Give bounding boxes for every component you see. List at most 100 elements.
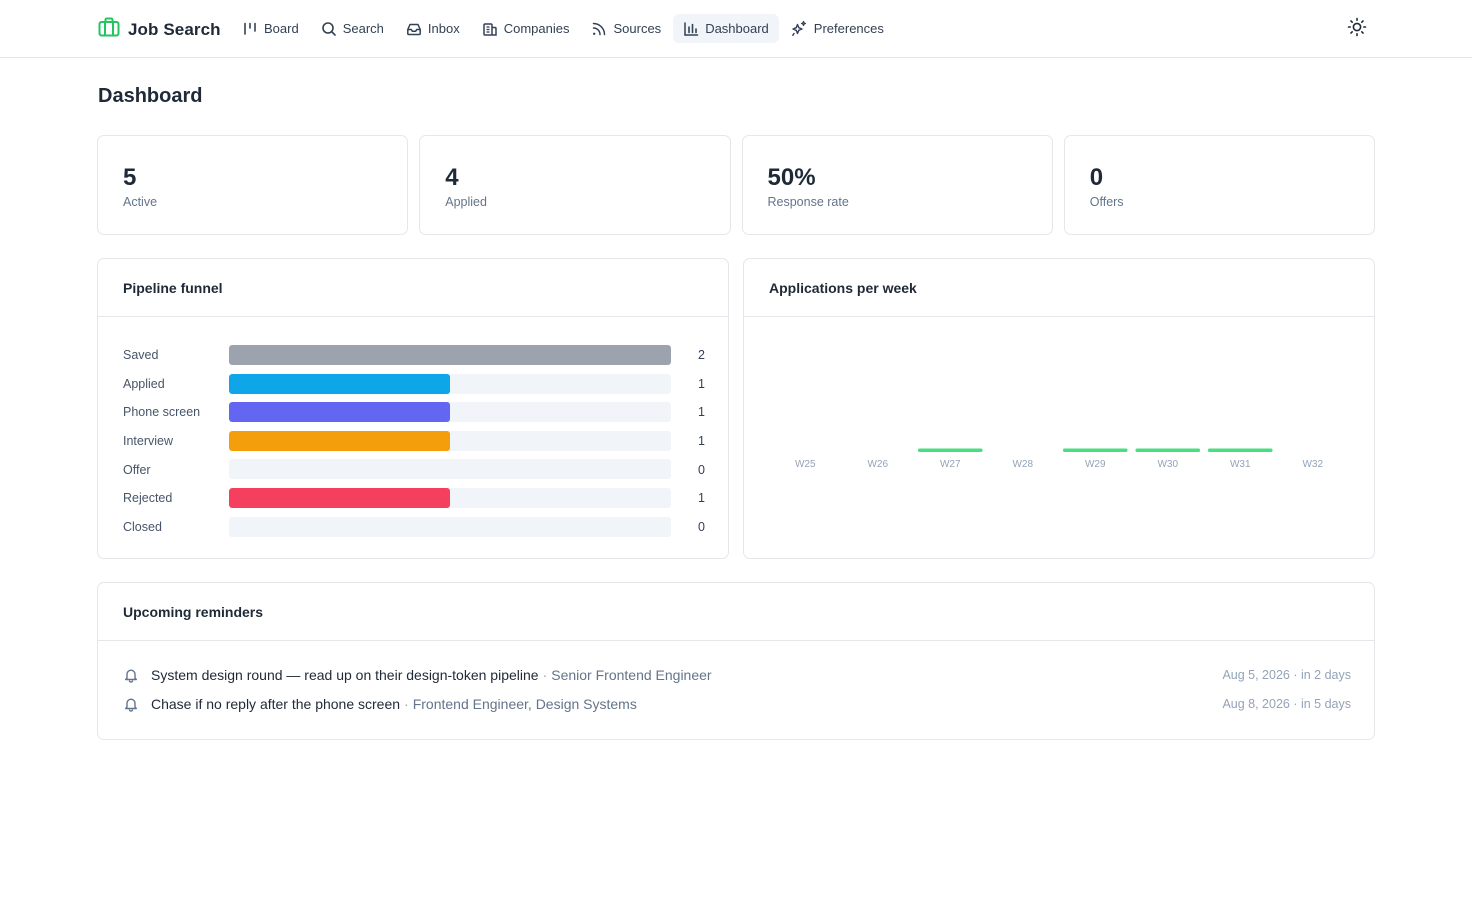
funnel-count: 0 [698,462,705,477]
main-nav: Board Search Inbox Companies Sources Das… [232,14,894,43]
funnel-bar [229,402,450,423]
funnel-bar [229,373,450,394]
funnel-stage-label: Closed [123,519,162,534]
funnel-row: Offer 0 [123,455,705,484]
search-icon [321,21,337,37]
nav-sources-label: Sources [613,21,662,36]
reminder-item[interactable]: System design round — read up on their d… [123,661,1351,690]
reminder-text: System design round — read up on their d… [151,667,539,684]
funnel-count: 2 [698,348,705,363]
funnel-stage-label: Offer [123,462,151,477]
funnel-row: Rejected 1 [123,484,705,513]
funnel-bar [229,345,671,365]
reminder-due: Aug 5, 2026 · in 2 days [1222,668,1351,683]
bell-icon [123,696,151,712]
bell-icon [123,667,151,684]
nav-search[interactable]: Search [311,14,394,43]
funnel-row: Applied 1 [123,370,705,399]
stat-label: Active [123,195,158,209]
funnel-bar-track [229,459,671,480]
nav-preferences[interactable]: Preferences [781,14,894,43]
week-tick-label: W27 [940,459,961,470]
applications-per-week-panel: Applications per week W25 W26 W27 W28 W29 W30… [743,258,1375,559]
inbox-icon [406,21,422,37]
funnel-count: 1 [698,434,705,449]
panel-title: Applications per week [744,259,1374,317]
funnel-stage-label: Applied [123,376,165,391]
funnel-stage-label: Phone screen [123,405,201,420]
week-tick-label: W30 [1157,459,1178,470]
week-tick-label: W32 [1302,459,1323,470]
nav-companies[interactable]: Companies [472,14,580,43]
nav-inbox-label: Inbox [427,21,460,36]
week-tick-label: W29 [1085,459,1106,470]
nav-dashboard-label: Dashboard [705,21,769,36]
reminder-job: Frontend Engineer, Design Systems [412,695,637,712]
nav-inbox[interactable]: Inbox [396,14,470,43]
separator: · [404,695,409,712]
funnel-bar-track [229,487,671,508]
week-bar [1063,448,1128,452]
stat-value: 0 [1089,164,1104,191]
funnel-bar-track [229,402,671,423]
stat-card-active: 5 Active [97,135,409,235]
nav-search-label: Search [342,21,384,36]
reminder-item[interactable]: Chase if no reply after the phone screen… [123,690,1351,719]
nav-board-label: Board [264,21,299,36]
stat-value: 4 [445,164,459,191]
stat-label: Offers [1089,195,1124,209]
top-navigation-bar: Job Search Board Search Inbox Companies … [0,0,1472,58]
page-title: Dashboard [98,85,203,107]
funnel-count: 1 [698,376,705,391]
app-title: Job Search [128,19,221,39]
separator: · [542,667,548,684]
reminder-text: Chase if no reply after the phone screen [151,695,401,712]
sparkles-icon [791,20,808,37]
reminder-job: Senior Frontend Engineer [551,667,712,684]
funnel-row: Phone screen 1 [123,398,705,427]
board-icon [242,21,258,37]
stat-value: 50% [767,164,816,191]
funnel-bar [229,430,450,451]
funnel-bar-track [229,430,671,451]
week-tick-label: W26 [867,459,888,470]
week-tick-label: W25 [795,459,816,470]
nav-companies-label: Companies [503,21,570,36]
funnel-row: Saved 2 [123,341,705,370]
week-tick-label: W31 [1230,459,1251,470]
sun-icon [1347,17,1367,42]
stat-label: Applied [445,195,487,209]
reminder-list: System design round — read up on their d… [123,661,1351,718]
funnel-bar [229,487,450,508]
week-bar [918,448,983,452]
funnel-count: 1 [698,491,705,506]
funnel-bar-track [229,373,671,394]
reminder-due: Aug 8, 2026 · in 5 days [1222,696,1351,711]
funnel-stage-label: Saved [123,348,159,363]
funnel-count: 0 [698,519,705,534]
funnel-bar-track [229,345,671,365]
stat-value: 5 [123,164,137,191]
nav-sources[interactable]: Sources [581,14,671,43]
funnel-bar-track [229,516,671,537]
nav-dashboard[interactable]: Dashboard [673,14,779,43]
briefcase-icon [98,17,120,42]
pipeline-funnel-panel: Pipeline funnel Saved 2 Applied 1 Phone scre… [97,258,729,559]
upcoming-reminders-panel: Upcoming reminders System design round —… [97,582,1375,740]
stat-card-applied: 4 Applied [419,135,731,235]
brand[interactable]: Job Search [98,17,221,42]
week-tick-label: W28 [1012,459,1033,470]
funnel-row: Closed 0 [123,513,705,542]
funnel-count: 1 [698,405,705,420]
week-bar [1208,448,1273,452]
nav-preferences-label: Preferences [813,21,884,36]
theme-toggle-button[interactable] [1344,16,1370,42]
funnel-stage-label: Interview [123,434,174,449]
panel-title: Upcoming reminders [98,583,1374,641]
week-bar [1135,448,1200,452]
stat-label: Response rate [767,195,849,209]
bar-chart-icon [683,21,699,37]
stat-card-response-rate: 50% Response rate [741,135,1053,235]
stat-card-offers: 0 Offers [1063,135,1375,235]
nav-board[interactable]: Board [232,14,309,43]
